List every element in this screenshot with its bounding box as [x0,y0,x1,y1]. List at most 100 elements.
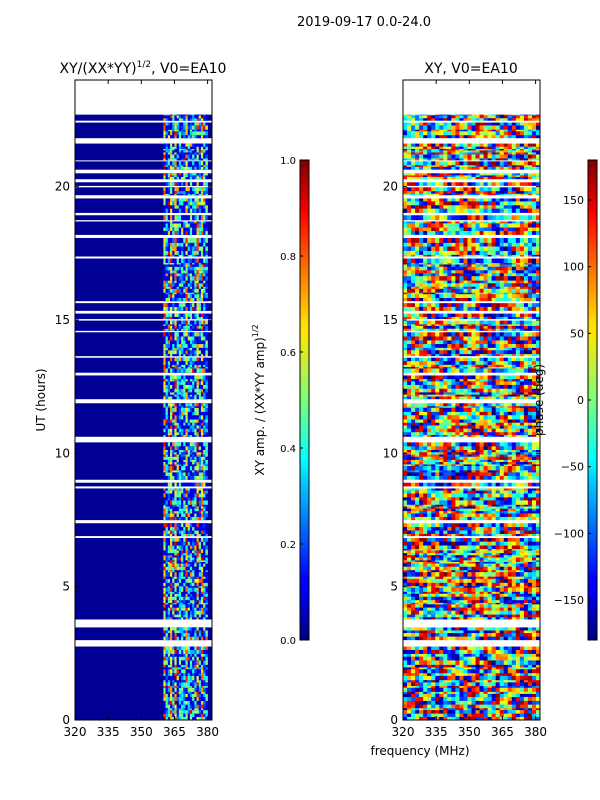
amplitude-cell [189,587,193,592]
amplitude-cell [172,130,175,136]
amplitude-cell [174,545,177,550]
amplitude-cell [178,407,182,412]
amplitude-cell [167,434,171,437]
phase-cell [499,668,505,674]
amplitude-cell [181,414,184,420]
amplitude-cell [183,585,186,588]
amplitude-cell [192,691,195,694]
amplitude-cell [189,347,193,351]
amplitude-cell [172,681,175,687]
amplitude-cell [75,391,212,395]
amplitude-cell [192,552,195,556]
phase-cell [419,704,424,709]
phase-cell [411,696,416,701]
amplitude-cell [183,266,186,271]
colorbar-tick-label: 0.4 [280,444,296,455]
amplitude-cell [165,563,169,567]
amplitude-cell [196,504,200,507]
amplitude-cell [196,152,200,155]
amplitude-cell [167,649,171,654]
amplitude-cell [198,114,202,116]
amplitude-cell [170,561,173,564]
amplitude-cell [196,227,200,232]
amplitude-cell [205,129,208,132]
amplitude-cell [200,282,204,287]
amplitude-cell [178,222,182,228]
amplitude-cell [163,456,166,460]
phase-cell [527,687,533,692]
phase-cell [435,713,440,717]
phase-cell [519,599,525,603]
amplitude-cell [198,449,202,453]
phase-cell [407,707,412,711]
amplitude-cell [192,482,195,487]
amplitude-cell [172,490,175,494]
amplitude-cell [189,378,193,382]
amplitude-cell [75,266,212,271]
amplitude-cell [187,122,191,126]
amplitude-cell [205,627,208,631]
amplitude-cell [205,368,208,373]
amplitude-cell [170,510,173,514]
amplitude-cell [181,269,184,274]
phase-cell [471,679,476,683]
phase-cell [475,709,480,714]
amplitude-cell [176,396,180,400]
amplitude-cell [200,571,204,577]
amplitude-cell [189,557,193,561]
amplitude-cell [196,275,200,281]
phase-cell [487,599,492,603]
phase-cell [439,668,444,674]
amplitude-cell [198,465,202,471]
phase-cell [439,685,444,688]
phase-cell [511,696,517,701]
amplitude-cell [194,164,197,167]
amplitude-cell [75,679,212,683]
amplitude-cell [200,442,204,447]
amplitude-cell [75,405,212,408]
amplitude-cell [170,664,173,668]
amplitude-cell [174,464,177,467]
amplitude-cell [174,187,177,192]
phase-cell [435,667,440,670]
phase-cell [471,675,476,681]
amplitude-cell [196,190,200,194]
phase-cell [439,656,444,661]
amplitude-cell [172,716,175,720]
phase-cell [431,700,436,705]
amplitude-cell [170,297,173,302]
phase-cell [411,656,416,661]
phase-cell [531,636,537,641]
amplitude-cell [185,258,188,263]
amplitude-cell [176,394,180,397]
phase-cell [491,607,496,611]
amplitude-cell [75,198,212,202]
phase-cell [535,653,540,657]
amplitude-cell [170,396,173,400]
phase-cell [503,713,509,717]
amplitude-cell [198,496,202,501]
phase-cell [487,672,492,676]
amplitude-cell [183,221,186,224]
phase-cell [463,681,468,687]
amplitude-cell [172,552,175,556]
phase-cell [523,646,529,650]
amplitude-cell [198,508,202,512]
amplitude-cell [181,603,184,608]
amplitude-cell [176,419,180,423]
amplitude-cell [183,554,186,558]
phase-cell [527,709,533,714]
amplitude-cell [205,193,208,196]
amplitude-cell [194,585,197,588]
amplitude-cell [194,353,197,357]
phase-cell [455,614,460,618]
amplitude-cell [205,114,208,119]
amplitude-cell [165,465,169,471]
amplitude-cell [205,649,208,654]
amplitude-cell [196,632,200,637]
amplitude-cell [75,149,212,153]
amplitude-cell [165,282,169,287]
amplitude-cell [198,347,202,351]
phase-cell [439,681,444,687]
amplitude-cell [178,499,182,505]
